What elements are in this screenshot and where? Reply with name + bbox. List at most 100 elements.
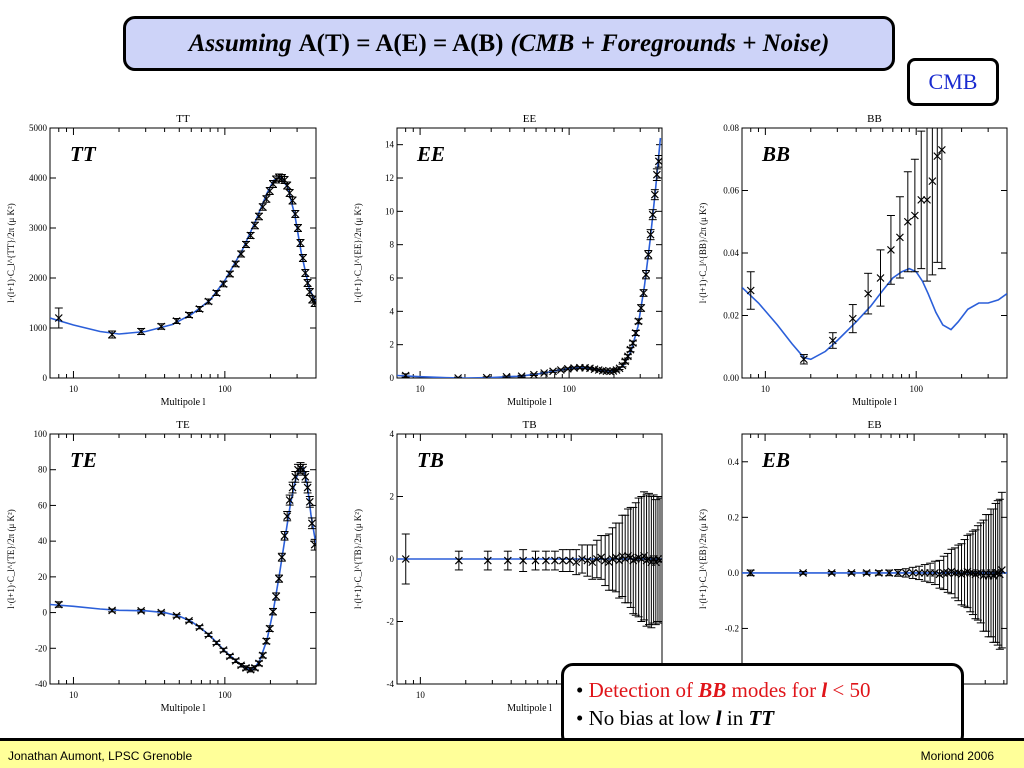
y-tick-label: 6 xyxy=(390,273,395,283)
plot-title: TE xyxy=(176,419,190,431)
data-point xyxy=(997,566,1006,575)
data-point xyxy=(550,556,559,565)
model-curve xyxy=(397,137,662,378)
y-tick-label: -20 xyxy=(35,643,47,653)
data-point xyxy=(272,592,281,601)
x-tick-label: 10 xyxy=(69,384,79,394)
panel-tt: TT TT 0 1000 2000 3000 4000 5000 10 100 Multipole … xyxy=(6,113,317,408)
plot-frame xyxy=(396,127,663,379)
y-tick-label: 0 xyxy=(390,554,395,564)
y-tick-label: -2 xyxy=(387,617,395,627)
data-point xyxy=(303,483,312,492)
data-point xyxy=(887,245,895,254)
plot-title: EE xyxy=(523,113,537,125)
data-point xyxy=(606,367,614,376)
data-point xyxy=(204,630,213,639)
y-tick-label: 14 xyxy=(385,140,395,150)
data-point xyxy=(454,374,463,378)
data-point xyxy=(908,568,917,577)
data-point xyxy=(542,556,550,565)
x-tick-label: 100 xyxy=(562,384,576,394)
data-point xyxy=(621,357,630,366)
note-var-l: l xyxy=(821,678,828,702)
data-point xyxy=(894,568,902,577)
data-point xyxy=(937,145,946,154)
data-point xyxy=(847,568,856,577)
y-tick-label: 80 xyxy=(38,465,48,475)
y-tick-label: 40 xyxy=(38,536,48,546)
data-point xyxy=(301,269,310,277)
data-point xyxy=(296,239,305,247)
plot-frame xyxy=(49,433,317,685)
panel-label: TT xyxy=(70,142,97,166)
data-point xyxy=(558,556,567,565)
data-point xyxy=(172,611,181,620)
x-tick-label: 10 xyxy=(416,690,426,700)
data-point xyxy=(531,556,540,565)
note-text: in xyxy=(721,706,749,730)
x-tick-label: 10 xyxy=(761,384,771,394)
x-tick-label: 100 xyxy=(218,690,232,700)
data-point xyxy=(237,250,246,258)
data-point xyxy=(310,540,316,549)
data-point xyxy=(483,556,492,565)
data-point xyxy=(212,639,221,647)
model-curve xyxy=(742,267,1007,361)
model-curve xyxy=(50,175,316,335)
data-point xyxy=(799,568,808,577)
data-point xyxy=(565,556,574,565)
y-tick-label: -4 xyxy=(387,679,395,689)
y-tick-label: 4 xyxy=(390,306,395,316)
data-point xyxy=(623,352,632,361)
panel-label: BB xyxy=(761,142,790,166)
y-tick-label: 0.4 xyxy=(728,457,740,467)
data-point xyxy=(642,270,650,279)
x-axis-label: Multipole l xyxy=(507,397,552,408)
data-point xyxy=(746,286,755,295)
data-point xyxy=(251,221,259,230)
data-point xyxy=(915,568,924,577)
panel-label: EB xyxy=(761,448,790,472)
data-point xyxy=(583,556,592,565)
note-text: No bias at low xyxy=(588,706,716,730)
data-point xyxy=(631,329,640,337)
data-point xyxy=(597,553,606,562)
data-point xyxy=(401,371,410,378)
footer-author: Jonathan Aumont, LPSC Grenoble xyxy=(8,749,193,763)
bullet: • xyxy=(576,706,584,730)
data-point xyxy=(656,556,662,565)
y-tick-label: 0.04 xyxy=(723,248,739,258)
model-curve xyxy=(50,466,316,671)
y-tick-label: 0 xyxy=(43,608,48,618)
data-point xyxy=(285,189,294,197)
data-point xyxy=(185,616,193,625)
data-point xyxy=(246,665,255,674)
y-tick-label: 4000 xyxy=(29,173,48,183)
data-point xyxy=(572,558,581,567)
data-point xyxy=(588,558,597,567)
plot-content xyxy=(397,137,662,378)
data-point xyxy=(277,553,286,562)
data-point xyxy=(308,519,316,528)
conclusion-box: • Detection of BB modes for l < 50 • No … xyxy=(561,663,964,747)
x-tick-label: 100 xyxy=(218,384,232,394)
data-point xyxy=(255,212,263,221)
data-point xyxy=(951,568,959,577)
note-line-1: • Detection of BB modes for l < 50 xyxy=(576,676,961,704)
data-point xyxy=(258,203,267,211)
data-point xyxy=(864,289,873,298)
y-axis-label: l·(l+1)·C_l^{EB}/2π (μ K²) xyxy=(698,509,708,609)
data-point xyxy=(262,195,271,203)
title-italic-prefix: Assuming xyxy=(188,29,292,57)
y-tick-label: 0 xyxy=(390,373,395,383)
data-point xyxy=(219,646,228,654)
note-emph-bb: BB xyxy=(698,678,727,702)
y-tick-label: 8 xyxy=(390,240,395,250)
data-point xyxy=(563,364,572,373)
data-point xyxy=(283,512,292,521)
y-tick-label: 2 xyxy=(390,340,395,350)
panel-label: EE xyxy=(416,142,445,166)
data-point xyxy=(269,180,277,188)
data-point xyxy=(242,664,250,672)
data-point xyxy=(54,314,63,322)
